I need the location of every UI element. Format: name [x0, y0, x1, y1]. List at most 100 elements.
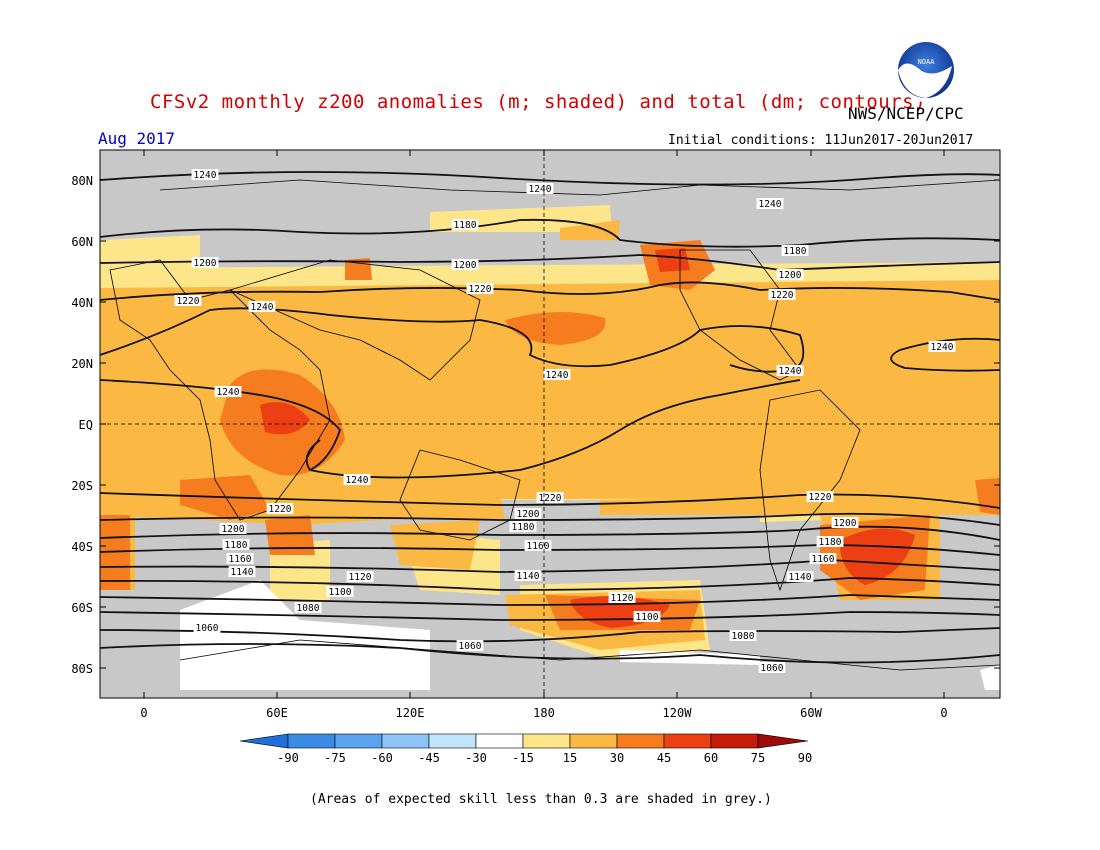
contour-label: 1240	[779, 366, 802, 377]
chart-title: CFSv2 monthly z200 anomalies (m; shaded)…	[150, 91, 927, 113]
contour-label-box	[294, 602, 322, 613]
contour-label-box	[524, 540, 552, 551]
contour-label-box	[214, 386, 242, 397]
contour-label: 1180	[784, 246, 807, 257]
skill-note: (Areas of expected skill less than 0.3 a…	[310, 792, 772, 807]
contour-label-box	[248, 301, 276, 312]
contour-label-box	[456, 640, 484, 651]
contour-label-box	[809, 553, 837, 564]
colorbar-tick-label: 75	[751, 751, 765, 765]
contour-label-box	[451, 219, 479, 230]
latitude-label: 60S	[71, 601, 93, 615]
contour-line	[100, 379, 801, 479]
contour-label: 1240	[546, 370, 569, 381]
longitude-label: 120W	[663, 706, 693, 720]
contour-label-box	[509, 521, 537, 532]
contour-line	[100, 611, 1000, 621]
contour-label: 1220	[809, 492, 832, 503]
contour-label: 1200	[779, 270, 802, 281]
contour-label-box	[729, 630, 757, 641]
contour-label-box	[768, 289, 796, 300]
contour-label-box	[781, 245, 809, 256]
contour-label: 1140	[231, 567, 254, 578]
contour-label: 1100	[329, 587, 352, 598]
contour-label-box	[608, 592, 636, 603]
contour-label: 1080	[732, 631, 755, 642]
colorbar-segment	[428, 733, 477, 749]
colorbar-tick-label: -15	[512, 751, 534, 765]
colorbar-segment	[475, 733, 524, 749]
contour-line	[100, 577, 1000, 591]
contour-line	[890, 337, 1000, 372]
contour-label-box	[928, 341, 956, 352]
colorbar: -90 -75 -60 -45 -30 -15 15 30 45 60 75 90	[239, 733, 812, 765]
contour-label-layer: 1240 1240 1240 1180 1180 1200 1200 1200 1220 1220…	[174, 169, 956, 674]
valid-month-label: Aug 2017	[98, 129, 176, 148]
latitude-label: EQ	[79, 418, 93, 432]
colorbar-segment	[710, 733, 759, 749]
contour-line	[100, 254, 1000, 271]
contour-label: 1120	[349, 572, 372, 583]
contour-label: 1180	[454, 220, 477, 231]
colorbar-segment	[616, 733, 665, 749]
contour-label-box	[816, 536, 844, 547]
contour-label: 1240	[931, 342, 954, 353]
contour-label-box	[191, 257, 219, 268]
contour-label: 1200	[517, 509, 540, 520]
noaa-logo-icon: NOAA	[894, 38, 958, 102]
contour-label: 1220	[177, 296, 200, 307]
contour-label: 1120	[611, 593, 634, 604]
contour-label: 1240	[759, 199, 782, 210]
contour-line	[100, 307, 805, 373]
contour-label: 1240	[251, 302, 274, 313]
contour-label-box	[831, 517, 859, 528]
contour-label: 1060	[761, 663, 784, 674]
contour-label: 1200	[834, 518, 857, 529]
noaa-logo-text: NOAA	[918, 58, 936, 66]
contour-label: 1240	[529, 184, 552, 195]
contour-line	[100, 559, 1000, 573]
contour-label: 1240	[194, 170, 217, 181]
contour-label-box	[776, 365, 804, 376]
colorbar-left-arrow	[239, 733, 289, 749]
contour-label: 1220	[469, 284, 492, 295]
organization-label: NWS/NCEP/CPC	[848, 104, 964, 123]
colorbar-segment	[334, 733, 383, 749]
longitude-label: 60E	[266, 706, 288, 720]
colorbar-segment	[569, 733, 618, 749]
contour-label: 1240	[217, 387, 240, 398]
longitude-label: 0	[140, 706, 147, 720]
initial-conditions-label: Initial conditions: 11Jun2017-20Jun2017	[668, 133, 974, 148]
contour-label: 1100	[636, 612, 659, 623]
contour-label-box	[514, 508, 542, 519]
colorbar-tick-label: 90	[798, 751, 812, 765]
longitude-axis: 0 60E 120E 180 120W 60W 0	[140, 150, 948, 720]
contour-line	[100, 643, 1000, 664]
colorbar-tick-label: 45	[657, 751, 671, 765]
contour-label-box	[266, 503, 294, 514]
contour-label-box	[526, 183, 554, 194]
latitude-label: 20N	[71, 357, 93, 371]
contour-label: 1220	[539, 493, 562, 504]
latitude-axis: 80N 60N 40N 20N EQ 20S 40S 60S 80S	[71, 174, 1000, 676]
contour-label: 1160	[229, 554, 252, 565]
colorbar-segment	[663, 733, 712, 749]
contour-label-box	[758, 662, 786, 673]
contour-label-box	[633, 611, 661, 622]
contour-label-box	[806, 491, 834, 502]
colorbar-segment	[287, 733, 336, 749]
contour-layer	[100, 171, 1000, 664]
latitude-label: 40S	[71, 540, 93, 554]
latitude-label: 40N	[71, 296, 93, 310]
contour-line	[100, 544, 1000, 556]
contour-label-box	[514, 570, 542, 581]
contour-label: 1080	[297, 603, 320, 614]
colorbar-tick-label: -45	[418, 751, 440, 765]
contour-label-box	[536, 492, 564, 503]
colorbar-tick-label: -60	[371, 751, 393, 765]
contour-label-box	[191, 169, 219, 180]
contour-label: 1200	[222, 524, 245, 535]
contour-line	[100, 218, 1000, 248]
colorbar-tick-label: -90	[277, 751, 299, 765]
